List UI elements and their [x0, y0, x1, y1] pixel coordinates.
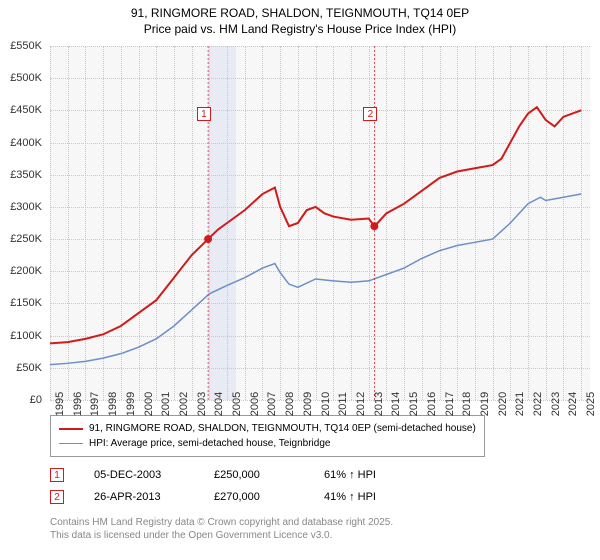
ytick-label: £400K	[0, 137, 46, 149]
ytick-label: £250K	[0, 233, 46, 245]
tx-date: 26-APR-2013	[94, 491, 184, 503]
ytick-label: £500K	[0, 72, 46, 84]
xtick-label: 2007	[266, 392, 278, 416]
ytick-label: £300K	[0, 201, 46, 213]
xtick-label: 2005	[231, 392, 243, 416]
xtick-label: 2014	[390, 392, 402, 416]
xtick-label: 1996	[72, 392, 84, 416]
xtick-label: 2013	[373, 392, 385, 416]
xtick-label: 2021	[514, 392, 526, 416]
xtick-label: 2023	[550, 392, 562, 416]
xtick-label: 2025	[585, 392, 597, 416]
chart-container: 91, RINGMORE ROAD, SHALDON, TEIGNMOUTH, …	[0, 0, 600, 560]
tx-price: £270,000	[214, 491, 294, 503]
xtick-label: 2022	[532, 392, 544, 416]
xtick-label: 2000	[143, 392, 155, 416]
tx-marker: 1	[50, 468, 64, 482]
tx-delta: 41% ↑ HPI	[324, 491, 414, 503]
chart-svg	[50, 46, 590, 400]
chart-title: 91, RINGMORE ROAD, SHALDON, TEIGNMOUTH, …	[0, 0, 600, 37]
xtick-label: 2019	[479, 392, 491, 416]
ytick-label: £450K	[0, 104, 46, 116]
tx-delta: 61% ↑ HPI	[324, 469, 414, 481]
legend-label: 91, RINGMORE ROAD, SHALDON, TEIGNMOUTH, …	[89, 421, 476, 436]
ytick-label: £200K	[0, 265, 46, 277]
xtick-label: 2012	[355, 392, 367, 416]
plot-area	[50, 46, 590, 400]
transaction-row: 1 05-DEC-2003 £250,000 61% ↑ HPI	[50, 464, 414, 486]
ytick-label: £100K	[0, 330, 46, 342]
xtick-label: 2001	[160, 392, 172, 416]
series-line	[50, 107, 581, 343]
legend-box: 91, RINGMORE ROAD, SHALDON, TEIGNMOUTH, …	[50, 415, 485, 457]
xtick-label: 2017	[444, 392, 456, 416]
ytick-label: £50K	[0, 362, 46, 374]
ytick-label: £350K	[0, 169, 46, 181]
legend: 91, RINGMORE ROAD, SHALDON, TEIGNMOUTH, …	[50, 415, 590, 457]
transaction-row: 2 26-APR-2013 £270,000 41% ↑ HPI	[50, 486, 414, 508]
ytick-label: £550K	[0, 40, 46, 52]
marker-dot	[370, 222, 378, 230]
xtick-label: 2002	[178, 392, 190, 416]
marker-dot	[204, 235, 212, 243]
legend-label: HPI: Average price, semi-detached house,…	[89, 436, 330, 451]
legend-item: HPI: Average price, semi-detached house,…	[59, 436, 476, 451]
xtick-label: 1999	[125, 392, 137, 416]
footer: Contains HM Land Registry data © Crown c…	[50, 516, 393, 542]
xtick-label: 2011	[337, 392, 349, 416]
legend-swatch	[59, 443, 83, 444]
xtick-label: 2020	[497, 392, 509, 416]
xtick-label: 1997	[89, 392, 101, 416]
xtick-label: 2016	[426, 392, 438, 416]
legend-swatch	[59, 428, 83, 430]
marker-label-box: 2	[363, 107, 377, 121]
xtick-label: 2015	[408, 392, 420, 416]
series-line	[50, 194, 581, 365]
tx-marker: 2	[50, 490, 64, 504]
footer-line1: Contains HM Land Registry data © Crown c…	[50, 516, 393, 529]
legend-item: 91, RINGMORE ROAD, SHALDON, TEIGNMOUTH, …	[59, 421, 476, 436]
transaction-table: 1 05-DEC-2003 £250,000 61% ↑ HPI 2 26-APR-201…	[50, 464, 414, 508]
tx-price: £250,000	[214, 469, 294, 481]
ytick-label: £150K	[0, 297, 46, 309]
xtick-label: 2018	[461, 392, 473, 416]
xtick-label: 2024	[567, 392, 579, 416]
xtick-label: 2006	[249, 392, 261, 416]
xtick-label: 1998	[107, 392, 119, 416]
xtick-label: 2003	[196, 392, 208, 416]
title-line1: 91, RINGMORE ROAD, SHALDON, TEIGNMOUTH, …	[0, 6, 600, 22]
marker-label-box: 1	[197, 107, 211, 121]
title-line2: Price paid vs. HM Land Registry's House …	[0, 22, 600, 38]
xtick-label: 2010	[320, 392, 332, 416]
xtick-label: 2004	[213, 392, 225, 416]
xtick-label: 2008	[284, 392, 296, 416]
xtick-label: 2009	[302, 392, 314, 416]
footer-line2: This data is licensed under the Open Gov…	[50, 529, 393, 542]
tx-date: 05-DEC-2003	[94, 469, 184, 481]
xtick-label: 1995	[54, 392, 66, 416]
ytick-label: £0	[0, 394, 46, 406]
